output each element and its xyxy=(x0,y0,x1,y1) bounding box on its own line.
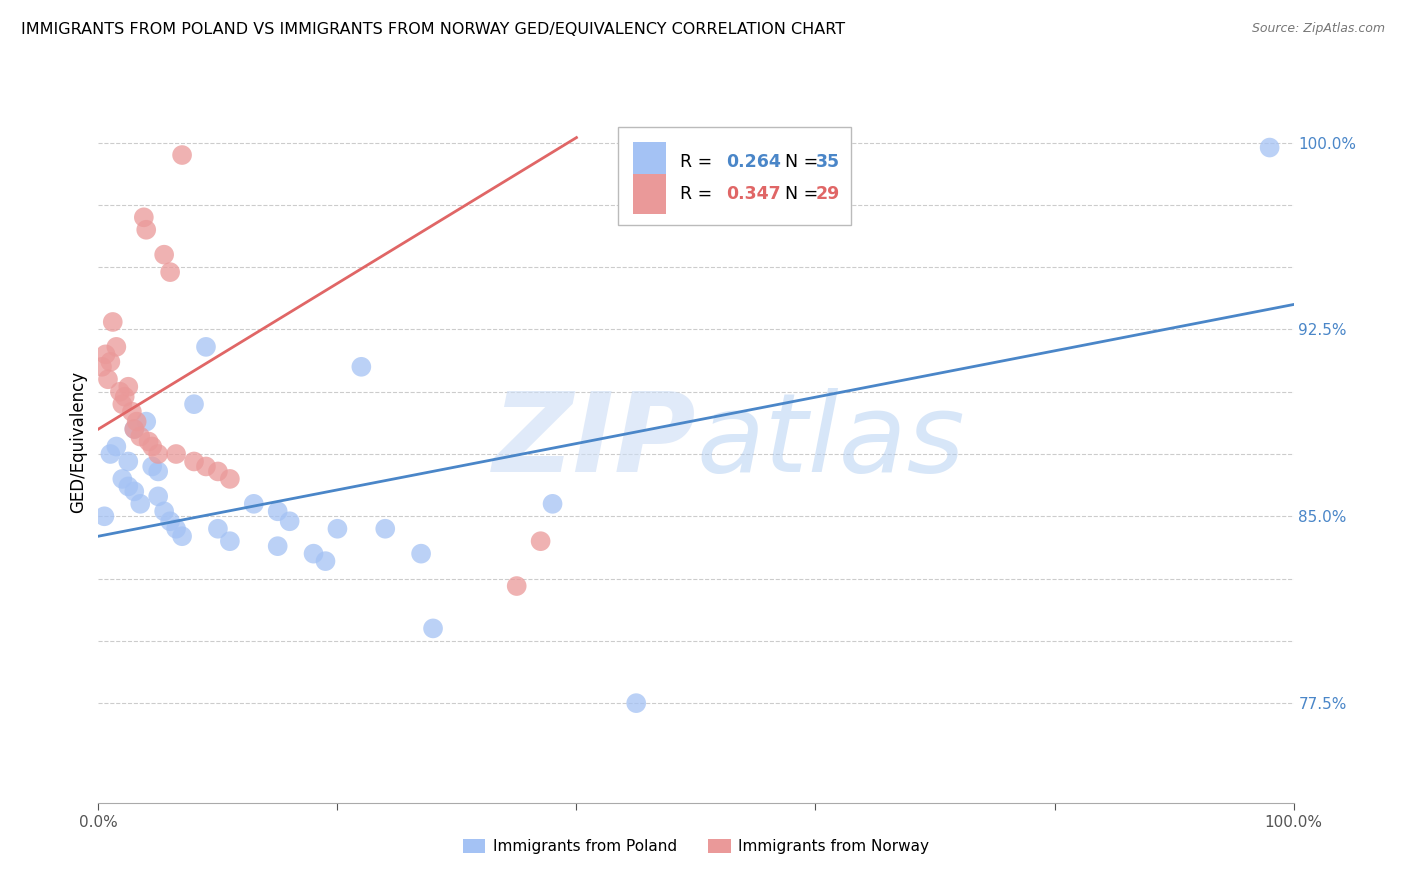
Point xyxy=(267,504,290,518)
Point xyxy=(135,223,157,237)
Point xyxy=(207,465,229,479)
Point xyxy=(159,265,181,279)
Point xyxy=(141,440,163,454)
Text: R =: R = xyxy=(681,153,718,170)
FancyBboxPatch shape xyxy=(619,128,852,225)
Text: 35: 35 xyxy=(815,153,839,170)
Point xyxy=(172,529,194,543)
Point xyxy=(124,422,146,436)
Point xyxy=(148,465,170,479)
Point xyxy=(93,509,115,524)
Point xyxy=(219,534,242,549)
Text: ZIP: ZIP xyxy=(492,388,696,495)
Point xyxy=(165,447,187,461)
Text: 29: 29 xyxy=(815,185,839,203)
Text: N =: N = xyxy=(773,153,824,170)
Point xyxy=(117,380,139,394)
Point xyxy=(125,415,148,429)
Point xyxy=(108,384,131,399)
Y-axis label: GED/Equivalency: GED/Equivalency xyxy=(69,370,87,513)
Point xyxy=(111,397,134,411)
Text: atlas: atlas xyxy=(696,388,965,495)
Point xyxy=(195,340,218,354)
Point xyxy=(315,554,337,568)
Point xyxy=(135,415,157,429)
Point xyxy=(159,514,181,528)
Point xyxy=(129,497,152,511)
Point xyxy=(172,148,194,162)
Text: Source: ZipAtlas.com: Source: ZipAtlas.com xyxy=(1251,22,1385,36)
Point xyxy=(1258,140,1281,154)
Point xyxy=(117,454,139,468)
Point xyxy=(148,489,170,503)
FancyBboxPatch shape xyxy=(633,174,666,214)
Point xyxy=(132,211,155,225)
Point xyxy=(124,484,146,499)
Point xyxy=(374,522,396,536)
Point xyxy=(111,472,134,486)
Text: IMMIGRANTS FROM POLAND VS IMMIGRANTS FROM NORWAY GED/EQUIVALENCY CORRELATION CHA: IMMIGRANTS FROM POLAND VS IMMIGRANTS FRO… xyxy=(21,22,845,37)
Point xyxy=(97,372,120,386)
Point xyxy=(530,534,553,549)
Point xyxy=(105,440,128,454)
Point xyxy=(129,429,152,443)
Point xyxy=(183,454,205,468)
Point xyxy=(153,504,176,518)
Point xyxy=(243,497,266,511)
FancyBboxPatch shape xyxy=(633,142,666,181)
Text: N =: N = xyxy=(773,185,824,203)
Point xyxy=(121,404,143,418)
Point xyxy=(94,347,117,361)
Point xyxy=(98,447,122,461)
Point xyxy=(411,547,433,561)
Point xyxy=(91,359,114,374)
Point xyxy=(626,696,648,710)
Point xyxy=(219,472,242,486)
Point xyxy=(141,459,163,474)
Point xyxy=(105,340,128,354)
Point xyxy=(114,390,136,404)
Point xyxy=(302,547,325,561)
Point xyxy=(165,522,187,536)
Legend: Immigrants from Poland, Immigrants from Norway: Immigrants from Poland, Immigrants from … xyxy=(457,833,935,860)
Point xyxy=(195,459,218,474)
Point xyxy=(422,621,444,635)
Point xyxy=(278,514,301,528)
Point xyxy=(98,355,122,369)
Point xyxy=(124,422,146,436)
Text: R =: R = xyxy=(681,185,718,203)
Point xyxy=(138,434,160,449)
Point xyxy=(350,359,373,374)
Point xyxy=(101,315,124,329)
Text: 0.347: 0.347 xyxy=(725,185,780,203)
Point xyxy=(148,447,170,461)
Point xyxy=(326,522,349,536)
Point xyxy=(153,248,176,262)
Point xyxy=(117,479,139,493)
Point xyxy=(541,497,564,511)
Point xyxy=(506,579,529,593)
Point xyxy=(267,539,290,553)
Point xyxy=(183,397,205,411)
Text: 0.264: 0.264 xyxy=(725,153,780,170)
Point xyxy=(207,522,229,536)
